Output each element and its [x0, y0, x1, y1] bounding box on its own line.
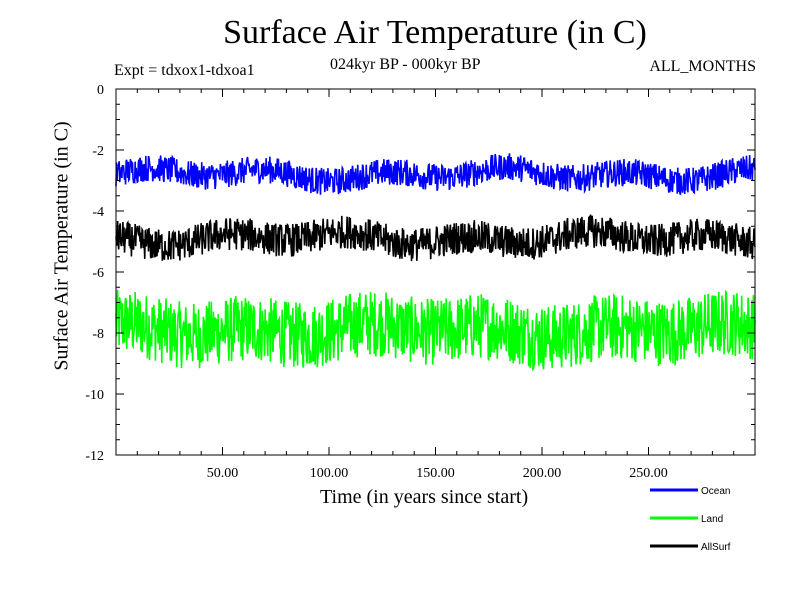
- y-tick-label: -8: [92, 327, 104, 342]
- chart-title: Surface Air Temperature (in C): [223, 14, 647, 51]
- experiment-label: Expt = tdxox1-tdxoa1: [114, 62, 255, 79]
- x-axis-label: Time (in years since start): [320, 486, 529, 508]
- y-tick-label: 0: [97, 83, 104, 98]
- x-tick-label: 150.00: [416, 466, 455, 481]
- legend-label-land: Land: [701, 514, 723, 525]
- period-label: ALL_MONTHS: [649, 58, 756, 75]
- series-line-allsurf: [115, 214, 756, 262]
- series-line-ocean: [115, 153, 756, 195]
- series-line-land: [115, 289, 756, 372]
- x-tick-label: 50.00: [207, 466, 239, 481]
- y-tick-label: -4: [92, 205, 104, 220]
- plot-frame: [115, 88, 756, 456]
- y-tick-label: -10: [85, 388, 104, 403]
- legend: Ocean Land AllSurf: [650, 486, 731, 553]
- y-tick-label: -2: [92, 144, 104, 159]
- y-tick-label: -12: [85, 449, 104, 464]
- x-tick-label: 200.00: [523, 466, 562, 481]
- series-layer: [115, 153, 756, 372]
- ticks-layer: 50.00 100.00 150.00 200.00 250.00 0 -2 -4 -6 -8 -1…: [85, 83, 755, 481]
- legend-label-allsurf: AllSurf: [701, 542, 731, 553]
- x-tick-label: 100.00: [310, 466, 349, 481]
- chart-subtitle: 024kyr BP - 000kyr BP: [330, 56, 481, 73]
- legend-label-ocean: Ocean: [701, 486, 730, 497]
- x-tick-label: 250.00: [629, 466, 668, 481]
- y-tick-label: -6: [92, 266, 104, 281]
